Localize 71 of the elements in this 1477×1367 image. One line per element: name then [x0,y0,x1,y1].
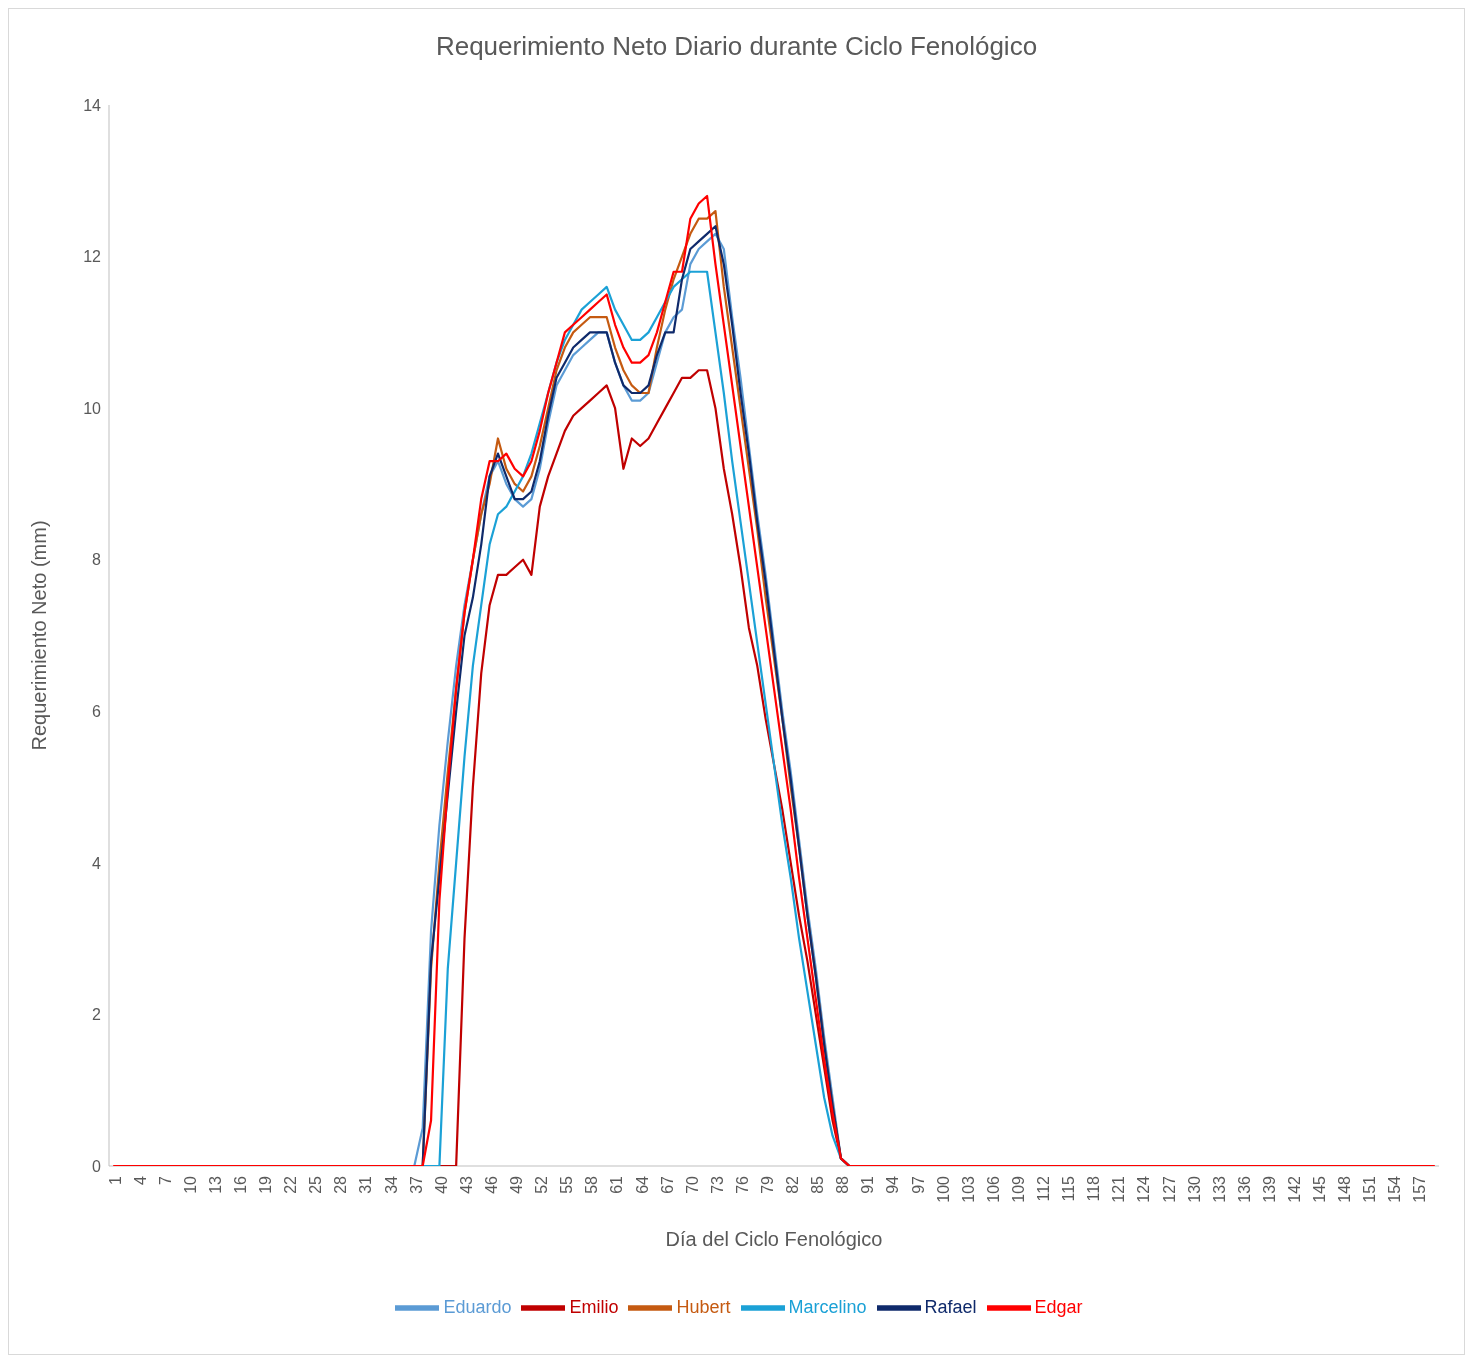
x-tick-label: 145 [1311,1175,1329,1203]
x-tick-label: 115 [1060,1175,1078,1202]
x-tick-label: 64 [633,1175,651,1194]
x-tick-label: 67 [658,1175,676,1194]
x-tick-label: 97 [909,1175,927,1194]
x-tick-label: 118 [1085,1175,1103,1202]
x-tick-label: 85 [809,1175,827,1194]
x-tick-label: 76 [733,1175,751,1194]
x-tick-label: 133 [1210,1175,1228,1203]
y-tick-label: 10 [83,399,102,417]
x-tick-label: 94 [884,1175,902,1194]
x-tick-label: 136 [1235,1175,1253,1203]
x-tick-label: 34 [382,1175,400,1194]
x-tick-label: 157 [1411,1175,1429,1203]
y-axis-title: Requerimiento Neto (mm) [28,520,51,751]
y-tick-label: 6 [92,702,102,720]
x-tick-label: 7 [156,1175,174,1185]
legend-label: Marcelino [788,1296,867,1317]
y-tick-label: 14 [83,96,102,114]
x-tick-label: 22 [282,1175,300,1194]
x-tick-label: 73 [708,1175,726,1194]
x-tick-label: 58 [583,1175,601,1194]
x-tick-label: 124 [1135,1175,1153,1203]
x-tick-label: 82 [784,1175,802,1194]
x-tick-label: 70 [683,1175,701,1194]
x-tick-label: 109 [1009,1175,1027,1203]
x-tick-label: 142 [1285,1175,1303,1203]
x-tick-label: 40 [432,1175,450,1194]
y-tick-label: 2 [92,1006,102,1024]
y-tick-label: 4 [92,854,102,872]
x-tick-label: 31 [357,1175,375,1194]
x-tick-label: 49 [508,1175,526,1194]
x-tick-label: 28 [332,1175,350,1194]
y-tick-label: 12 [83,248,102,266]
x-tick-label: 121 [1110,1175,1128,1203]
x-tick-label: 130 [1185,1175,1203,1203]
x-tick-label: 16 [232,1175,250,1194]
legend-label: Rafael [924,1296,977,1317]
legend-label: Edgar [1034,1296,1083,1317]
x-tick-label: 103 [959,1175,977,1203]
x-tick-label: 79 [759,1175,776,1194]
legend-label: Emilio [569,1296,619,1317]
x-tick-label: 43 [457,1175,475,1194]
y-tick-label: 8 [92,551,102,569]
x-tick-label: 46 [482,1175,500,1194]
x-axis-title: Día del Ciclo Fenológico [665,1228,883,1250]
x-tick-label: 127 [1160,1175,1178,1203]
x-tick-label: 151 [1361,1175,1379,1203]
x-tick-label: 154 [1386,1175,1404,1203]
legend-label: Hubert [676,1296,731,1317]
x-tick-label: 106 [984,1175,1002,1203]
x-tick-label: 25 [307,1175,325,1194]
x-tick-label: 91 [859,1175,877,1194]
x-tick-label: 112 [1035,1175,1053,1202]
x-tick-label: 100 [934,1175,952,1203]
x-tick-label: 37 [407,1175,425,1194]
x-tick-label: 55 [558,1175,576,1194]
legend-label: Eduardo [443,1296,512,1317]
x-tick-label: 1 [106,1175,124,1185]
x-tick-label: 10 [181,1175,199,1194]
x-tick-label: 148 [1336,1175,1354,1203]
x-tick-label: 61 [608,1175,626,1194]
x-tick-label: 88 [834,1175,852,1194]
x-tick-label: 19 [257,1175,275,1194]
line-series [112,194,1436,1166]
x-tick-label: 52 [533,1175,551,1194]
chart-title: Requerimiento Neto Diario durante Ciclo Fenológico [434,30,1039,63]
x-tick-label: 13 [206,1175,224,1194]
x-tick-label: 139 [1260,1175,1278,1203]
y-tick-label: 0 [92,1157,102,1175]
x-tick-label: 4 [131,1175,149,1185]
